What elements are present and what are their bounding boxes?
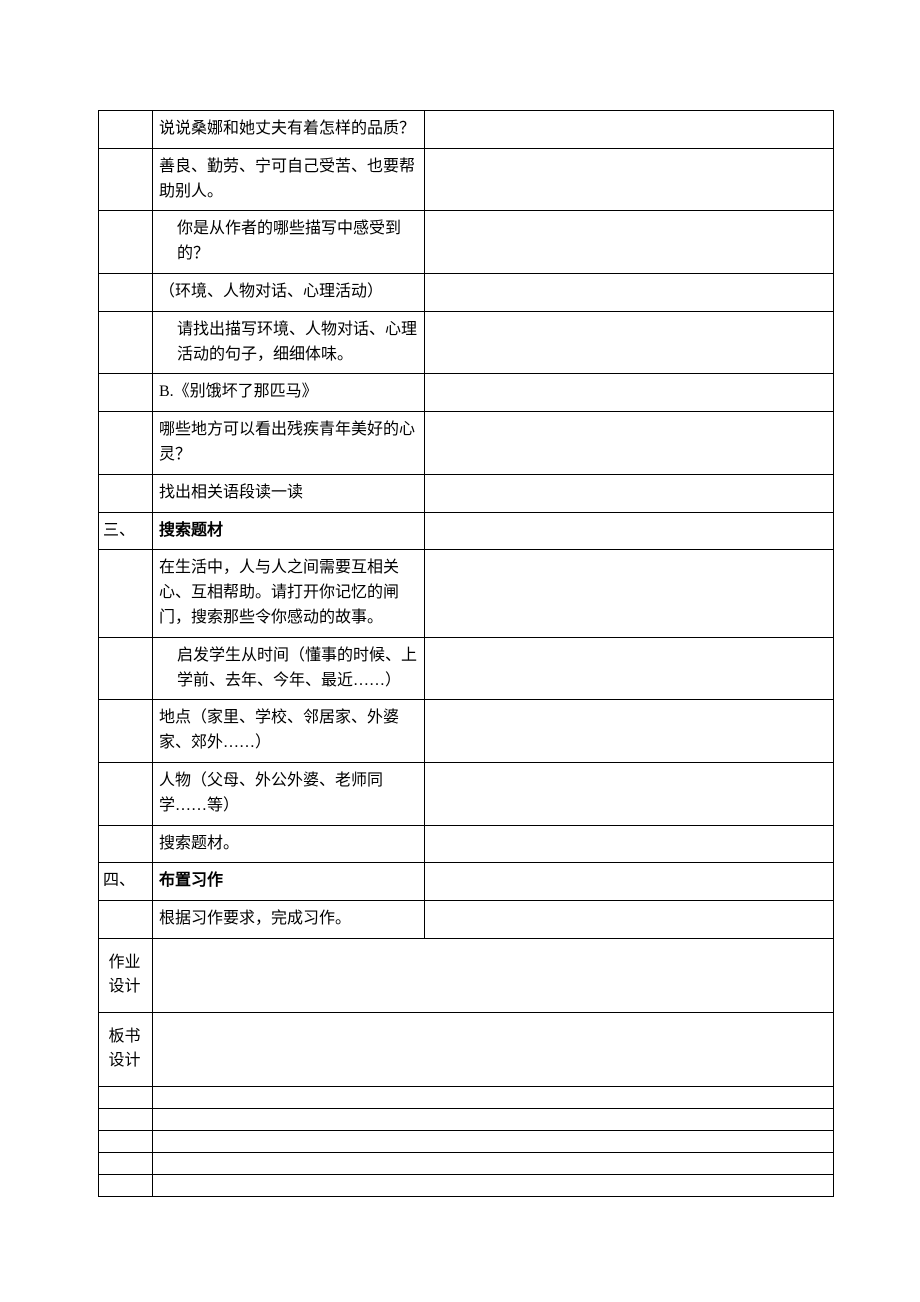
cell-notes [425, 550, 834, 637]
cell-notes [425, 901, 834, 939]
cell-section-num: 四、 [99, 863, 153, 901]
table-row: B.《别饿坏了那匹马》 [99, 374, 834, 412]
cell-content: 启发学生从时间（懂事的时候、上学前、去年、今年、最近……） [153, 637, 425, 700]
cell-section-num [99, 550, 153, 637]
cell-section-num [99, 700, 153, 763]
cell-notes [425, 474, 834, 512]
table-row: （环境、人物对话、心理活动） [99, 273, 834, 311]
cell-section-num [99, 273, 153, 311]
cell-section-num [99, 825, 153, 863]
table-row: 搜索题材。 [99, 825, 834, 863]
table-row: 哪些地方可以看出残疾青年美好的心灵？ [99, 412, 834, 475]
cell-content: 说说桑娜和她丈夫有着怎样的品质？ [153, 111, 425, 149]
table-row: 四、 布置习作 [99, 863, 834, 901]
cell-empty [99, 1086, 153, 1108]
cell-section-num [99, 412, 153, 475]
cell-section-num: 三、 [99, 512, 153, 550]
cell-empty [153, 1130, 834, 1152]
cell-notes [425, 148, 834, 211]
cell-content: 请找出描写环境、人物对话、心理活动的句子，细细体味。 [153, 311, 425, 374]
table-row: 人物（父母、外公外婆、老师同学……等） [99, 762, 834, 825]
cell-section-num [99, 374, 153, 412]
cell-content: 善良、勤劳、宁可自己受苦、也要帮助别人。 [153, 148, 425, 211]
cell-content: 搜索题材。 [153, 825, 425, 863]
table-row: 根据习作要求，完成习作。 [99, 901, 834, 939]
cell-notes [425, 111, 834, 149]
cell-content: 地点（家里、学校、邻居家、外婆家、郊外……） [153, 700, 425, 763]
cell-notes [425, 412, 834, 475]
cell-content: 搜索题材 [153, 512, 425, 550]
cell-content: 在生活中，人与人之间需要互相关心、互相帮助。请打开你记忆的闸门，搜索那些令你感动… [153, 550, 425, 637]
cell-notes [425, 311, 834, 374]
cell-section-num [99, 474, 153, 512]
table-row: 找出相关语段读一读 [99, 474, 834, 512]
cell-content: （环境、人物对话、心理活动） [153, 273, 425, 311]
cell-notes [425, 211, 834, 274]
table-row: 善良、勤劳、宁可自己受苦、也要帮助别人。 [99, 148, 834, 211]
lesson-plan-table: 说说桑娜和她丈夫有着怎样的品质？ 善良、勤劳、宁可自己受苦、也要帮助别人。 你是… [98, 110, 834, 1197]
table-row-empty [99, 1108, 834, 1130]
table-row: 三、 搜索题材 [99, 512, 834, 550]
cell-section-num [99, 148, 153, 211]
table-row-empty [99, 1086, 834, 1108]
cell-content: B.《别饿坏了那匹马》 [153, 374, 425, 412]
table-row-empty [99, 1174, 834, 1196]
cell-content: 你是从作者的哪些描写中感受到的？ [153, 211, 425, 274]
table-body: 说说桑娜和她丈夫有着怎样的品质？ 善良、勤劳、宁可自己受苦、也要帮助别人。 你是… [99, 111, 834, 1197]
cell-notes [425, 863, 834, 901]
cell-content: 布置习作 [153, 863, 425, 901]
table-row-empty [99, 1130, 834, 1152]
cell-board-label: 板书设计 [99, 1012, 153, 1086]
cell-section-num [99, 901, 153, 939]
cell-notes [425, 273, 834, 311]
cell-empty [99, 1108, 153, 1130]
cell-notes [425, 700, 834, 763]
cell-section-num [99, 211, 153, 274]
cell-empty [153, 1086, 834, 1108]
table-row: 启发学生从时间（懂事的时候、上学前、去年、今年、最近……） [99, 637, 834, 700]
table-row: 在生活中，人与人之间需要互相关心、互相帮助。请打开你记忆的闸门，搜索那些令你感动… [99, 550, 834, 637]
cell-empty [99, 1130, 153, 1152]
cell-content: 人物（父母、外公外婆、老师同学……等） [153, 762, 425, 825]
cell-notes [425, 512, 834, 550]
cell-section-num [99, 311, 153, 374]
cell-board-content [153, 1012, 834, 1086]
cell-empty [99, 1152, 153, 1174]
cell-content: 根据习作要求，完成习作。 [153, 901, 425, 939]
table-row: 说说桑娜和她丈夫有着怎样的品质？ [99, 111, 834, 149]
cell-homework-content [153, 938, 834, 1012]
table-row: 你是从作者的哪些描写中感受到的？ [99, 211, 834, 274]
cell-notes [425, 762, 834, 825]
cell-content: 哪些地方可以看出残疾青年美好的心灵？ [153, 412, 425, 475]
table-row-board: 板书设计 [99, 1012, 834, 1086]
table-row-homework: 作业设计 [99, 938, 834, 1012]
cell-content: 找出相关语段读一读 [153, 474, 425, 512]
cell-homework-label: 作业设计 [99, 938, 153, 1012]
cell-notes [425, 637, 834, 700]
cell-section-num [99, 762, 153, 825]
cell-section-num [99, 111, 153, 149]
cell-empty [153, 1152, 834, 1174]
cell-empty [153, 1108, 834, 1130]
cell-empty [153, 1174, 834, 1196]
table-row-empty [99, 1152, 834, 1174]
cell-empty [99, 1174, 153, 1196]
table-row: 请找出描写环境、人物对话、心理活动的句子，细细体味。 [99, 311, 834, 374]
cell-section-num [99, 637, 153, 700]
cell-notes [425, 825, 834, 863]
cell-notes [425, 374, 834, 412]
table-row: 地点（家里、学校、邻居家、外婆家、郊外……） [99, 700, 834, 763]
